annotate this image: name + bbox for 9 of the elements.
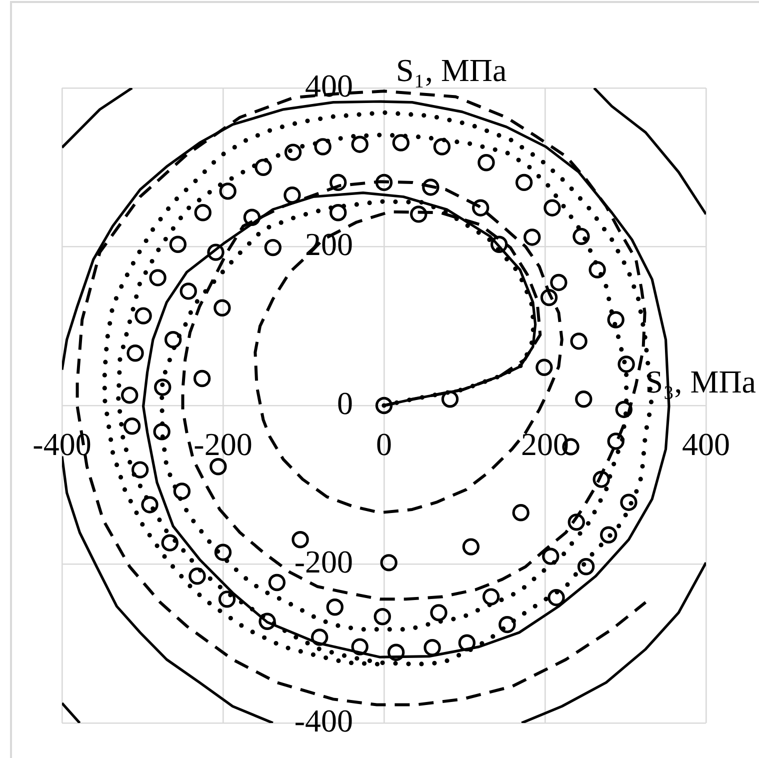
y-tick-label: 200: [305, 226, 353, 262]
x-tick-label: -200: [194, 426, 252, 462]
y-tick-label: 0: [337, 384, 353, 421]
y-tick-label: -400: [294, 702, 353, 738]
y-tick-label: -200: [294, 544, 353, 580]
x-tick-label: 0: [376, 426, 392, 462]
x-tick-label: 400: [682, 426, 730, 462]
y-axis-title: S₁, МПа: [396, 52, 507, 88]
x-tick-label: -400: [32, 426, 92, 462]
